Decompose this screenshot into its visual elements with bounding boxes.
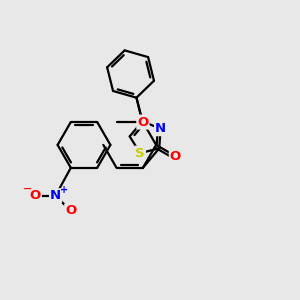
Text: N: N [155, 122, 166, 135]
Text: O: O [65, 204, 76, 218]
Text: S: S [135, 147, 145, 160]
Text: N: N [50, 189, 61, 202]
Text: −: − [22, 184, 32, 194]
Text: O: O [170, 150, 181, 163]
Text: O: O [30, 189, 41, 202]
Text: +: + [60, 184, 68, 195]
Text: O: O [137, 116, 148, 129]
